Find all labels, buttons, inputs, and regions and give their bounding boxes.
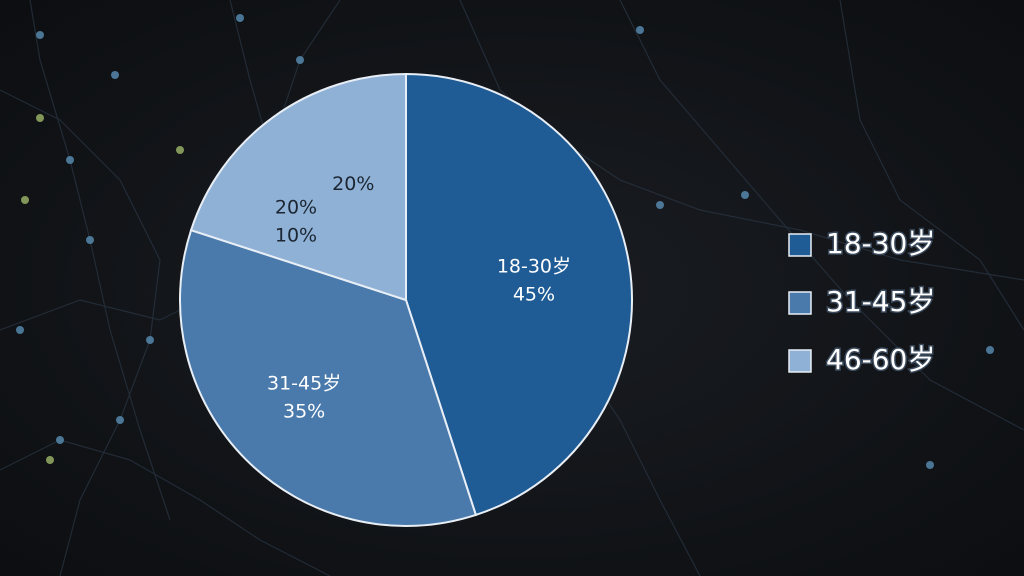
legend-label: 31-45岁: [826, 285, 935, 318]
slice-value-label: 20%: [332, 173, 374, 195]
annotation: 10%: [275, 225, 317, 247]
annotation: 20%: [275, 197, 317, 219]
slice-value-label: 35%: [283, 400, 325, 422]
slice-value-label: 45%: [513, 283, 555, 305]
slice-category-label: 18-30岁: [497, 255, 571, 277]
pie-slice: [405, 72, 633, 517]
legend-label: 46-60岁: [826, 343, 935, 376]
network-nodes: [16, 14, 994, 469]
pie-slice: [189, 72, 407, 302]
slice-category-label: 31-45岁: [267, 372, 341, 394]
legend-swatch: [788, 291, 812, 315]
pie-slice: [179, 228, 478, 527]
legend-label: 18-30岁: [826, 227, 935, 260]
legend-swatch: [788, 349, 812, 373]
legend-swatch: [788, 233, 812, 257]
